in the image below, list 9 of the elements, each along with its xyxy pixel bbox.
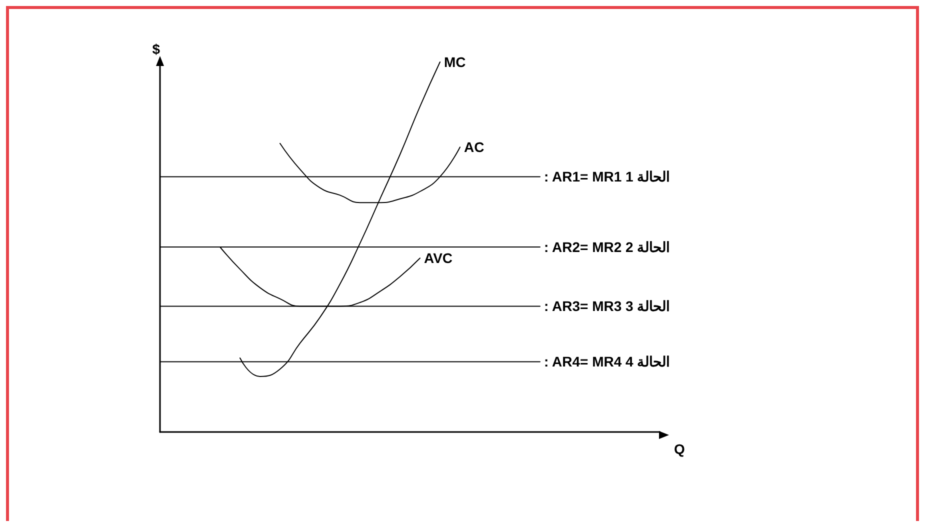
series-label: : AR2= MR2 2 الحالة bbox=[544, 239, 670, 255]
y-axis-title: $ bbox=[152, 41, 160, 57]
series-label: : AR4= MR4 4 الحالة bbox=[544, 354, 670, 370]
series-label: : AR3= MR3 3 الحالة bbox=[544, 298, 670, 314]
series-label: AVC bbox=[424, 250, 453, 266]
series-label: : AR1= MR1 1 الحالة bbox=[544, 168, 670, 185]
series-label: MC bbox=[444, 54, 466, 70]
x-axis-title: Q bbox=[674, 441, 685, 457]
series-label: AC bbox=[464, 139, 484, 156]
